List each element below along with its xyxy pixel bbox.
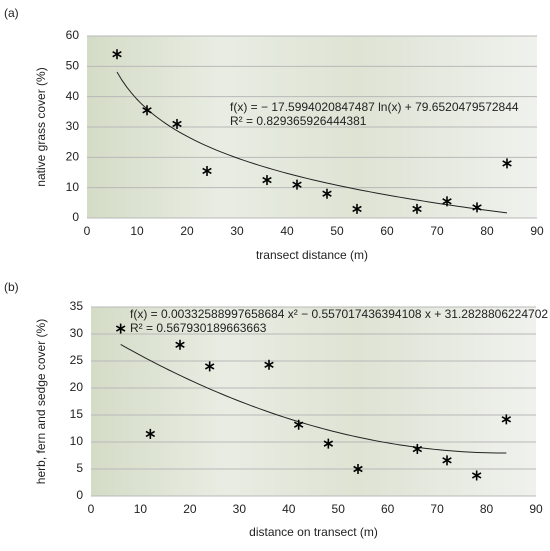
trend-r-squared: R² = 0.567930189663663 (130, 321, 267, 335)
point (323, 438, 334, 449)
point (472, 202, 482, 213)
point-stroke (292, 181, 302, 188)
x-tick-label: 90 (530, 224, 544, 238)
point (412, 203, 422, 214)
trend-equation: f(x) = 0.00332588997658684 x² − 0.557017… (130, 307, 548, 321)
x-axis-label: distance on transect (m) (249, 525, 378, 539)
point (353, 464, 363, 474)
trend-line (120, 344, 507, 454)
y-tick-label: 25 (70, 353, 84, 367)
y-tick-label: 0 (76, 488, 83, 502)
point-stroke (262, 176, 272, 184)
point (471, 470, 482, 481)
point (145, 428, 156, 439)
trend-line (116, 71, 508, 214)
x-tick-label: 20 (183, 502, 197, 516)
point (502, 158, 512, 169)
x-tick-label: 0 (84, 224, 91, 238)
point-stroke (412, 445, 423, 453)
y-tick-label: 35 (70, 299, 84, 313)
y-axis-label: herb, fern and sedge cover (%) (34, 319, 48, 484)
x-tick-label: 30 (230, 224, 244, 238)
y-tick-label: 50 (66, 59, 80, 73)
plot-background (91, 307, 536, 496)
x-tick-label: 0 (88, 502, 95, 516)
y-axis-label: native grass cover (%) (34, 67, 48, 186)
y-tick-label: 60 (66, 28, 80, 42)
y-tick-label: 20 (70, 380, 84, 394)
point (204, 361, 215, 372)
y-tick-label: 15 (70, 407, 84, 421)
x-tick-label: 60 (381, 502, 395, 516)
point-stroke (442, 457, 452, 464)
point-stroke (112, 51, 122, 58)
point-stroke (142, 107, 152, 114)
y-tick-label: 5 (76, 461, 83, 475)
point-stroke (323, 440, 334, 447)
y-tick-label: 10 (70, 434, 84, 448)
x-tick-label: 40 (282, 502, 296, 516)
point (412, 444, 423, 455)
x-tick-label: 20 (180, 224, 194, 238)
x-tick-label: 10 (134, 502, 148, 516)
x-tick-label: 60 (380, 224, 394, 238)
x-tick-label: 70 (430, 224, 444, 238)
panel-label: (a) (4, 6, 19, 20)
point-stroke (501, 416, 512, 423)
trend-equation: f(x) = − 17.5994020847487 ln(x) + 79.652… (230, 100, 519, 114)
y-tick-label: 20 (66, 150, 80, 164)
y-tick-label: 30 (70, 326, 84, 340)
point-stroke (322, 190, 332, 197)
point (112, 49, 122, 60)
point-stroke (293, 421, 304, 428)
x-tick-label: 50 (330, 224, 344, 238)
x-tick-label: 80 (480, 502, 494, 516)
point-stroke (442, 198, 452, 205)
point (442, 455, 452, 466)
point (175, 339, 185, 350)
point (442, 196, 452, 207)
x-tick-label: 70 (430, 502, 444, 516)
point-stroke (115, 325, 126, 332)
x-tick-label: 40 (280, 224, 294, 238)
x-axis-label: transect distance (m) (256, 248, 368, 262)
x-tick-label: 90 (529, 502, 543, 516)
x-tick-label: 30 (233, 502, 247, 516)
y-tick-label: 0 (72, 210, 79, 224)
point-stroke (175, 341, 185, 348)
point-stroke (471, 472, 482, 479)
panel-label: (b) (4, 280, 19, 294)
point-stroke (412, 205, 422, 213)
point (322, 188, 332, 199)
point-stroke (502, 160, 512, 167)
point-stroke (145, 430, 156, 438)
y-tick-label: 30 (66, 119, 80, 133)
x-tick-label: 10 (130, 224, 144, 238)
point (501, 414, 512, 425)
point (115, 323, 126, 334)
point (172, 118, 182, 129)
y-tick-label: 10 (66, 180, 80, 194)
y-tick-label: 40 (66, 89, 80, 103)
point-stroke (353, 465, 363, 473)
trend-r-squared: R² = 0.829365926444381 (230, 114, 367, 128)
point (142, 105, 152, 116)
point-stroke (204, 363, 215, 370)
point (293, 419, 304, 430)
point-stroke (264, 361, 274, 368)
point (262, 175, 272, 186)
point-stroke (352, 205, 362, 213)
x-tick-label: 50 (332, 502, 346, 516)
x-tick-label: 80 (480, 224, 494, 238)
point (202, 165, 212, 176)
point (264, 359, 274, 370)
point-stroke (202, 167, 212, 175)
point (292, 179, 302, 190)
point (352, 203, 362, 214)
point-stroke (172, 120, 182, 128)
point-stroke (472, 204, 482, 211)
